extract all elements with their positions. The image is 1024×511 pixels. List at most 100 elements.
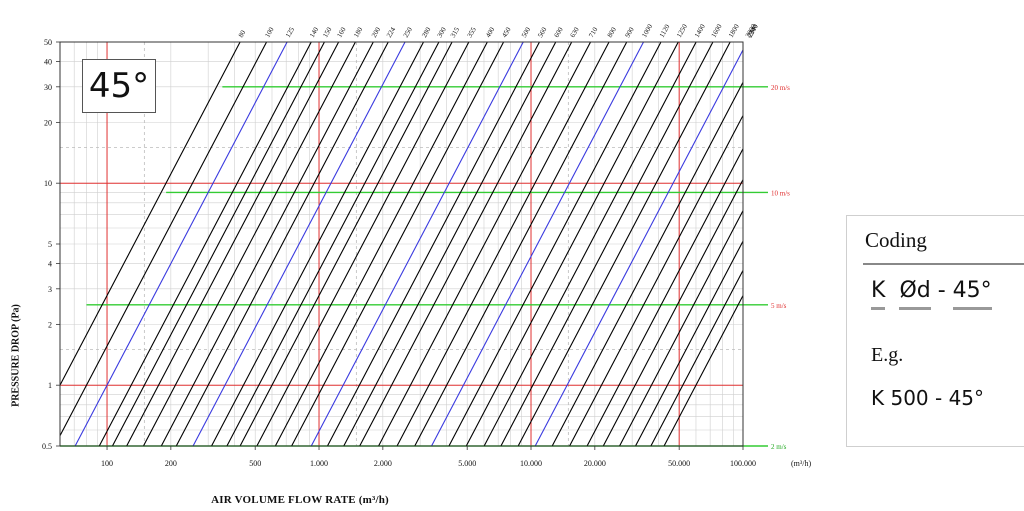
diameter-line <box>256 42 470 446</box>
diameter-line <box>414 42 628 446</box>
diameter-line <box>274 42 488 446</box>
coding-title: Coding <box>865 228 927 252</box>
diameter-label: 450 <box>500 25 512 39</box>
code-k: K <box>871 278 886 310</box>
diameter-label: 180 <box>352 25 364 39</box>
diameter-line <box>359 42 573 446</box>
diameter-line <box>483 42 697 446</box>
diameter-label: 900 <box>624 25 636 39</box>
y-tick-label: 0.5 <box>42 442 52 451</box>
diameter-label: 160 <box>335 25 347 39</box>
diameter-label: 560 <box>536 25 548 39</box>
coding-panel: Coding K Ød - 45° E.g. K 500 - 45° <box>846 215 1024 447</box>
diameter-line <box>650 269 743 446</box>
diameter-line <box>465 42 679 446</box>
x-unit-label: (m³/h) <box>791 459 812 468</box>
x-tick-label: 1.000 <box>310 459 328 468</box>
diameter-label: 1120 <box>658 23 672 39</box>
diameter-label: 710 <box>587 25 599 39</box>
y-tick-label: 5 <box>48 240 52 249</box>
diameter-line <box>60 42 268 437</box>
diameter-line <box>192 42 406 446</box>
diameter-label: 140 <box>308 25 320 39</box>
velocity-label: 2 m/s <box>771 443 787 451</box>
diameter-line <box>175 42 389 446</box>
y-tick-label: 1 <box>48 381 52 390</box>
code-angle: 45° <box>952 278 992 310</box>
y-tick-label: 2 <box>48 320 52 329</box>
diameter-line <box>635 239 743 446</box>
code-format: K Ød - 45° <box>871 278 992 310</box>
angle-label: 45° <box>82 59 156 113</box>
diameter-label: 400 <box>484 25 496 39</box>
x-axis-title: AIR VOLUME FLOW RATE (m³/h) <box>211 494 389 506</box>
diameter-line <box>211 42 425 446</box>
diameter-line <box>551 81 743 446</box>
diameter-line <box>291 42 505 446</box>
diameter-label: 1800 <box>727 22 741 39</box>
diameter-line <box>60 42 241 387</box>
x-tick-label: 100 <box>101 459 113 468</box>
y-axis-title: PRESSURE DROP (Pa) <box>10 304 22 407</box>
diameter-label: 1400 <box>693 22 707 39</box>
x-tick-label: 5.000 <box>458 459 476 468</box>
velocity-label: 20 m/s <box>771 84 790 92</box>
diameter-label: 150 <box>321 25 333 39</box>
diameter-line <box>343 42 557 446</box>
coding-divider <box>863 263 1024 265</box>
diameter-line <box>602 178 743 446</box>
diameter-label: 2500 <box>746 22 760 39</box>
diameter-label: 1250 <box>675 22 689 39</box>
example-label: E.g. <box>871 344 904 366</box>
x-tick-label: 20.000 <box>584 459 606 468</box>
diameter-line <box>569 114 743 446</box>
diameter-label: 500 <box>520 25 532 39</box>
x-tick-label: 500 <box>249 459 261 468</box>
x-tick-label: 10.000 <box>520 459 542 468</box>
diameter-line <box>378 42 592 446</box>
x-tick-label: 200 <box>165 459 177 468</box>
y-tick-label: 50 <box>44 38 52 47</box>
y-tick-label: 40 <box>44 58 52 67</box>
diameter-label: 80 <box>237 29 248 39</box>
diameter-line <box>226 42 440 446</box>
diameter-label: 315 <box>449 25 461 39</box>
diameter-line <box>310 42 524 446</box>
code-separator: - <box>937 278 946 303</box>
diameter-label: 600 <box>553 25 565 39</box>
diameter-label: 300 <box>436 25 448 39</box>
diameter-line <box>663 294 743 446</box>
diameter-line <box>396 42 610 446</box>
diameter-line <box>142 42 356 446</box>
diameter-label: 250 <box>402 25 414 39</box>
diameter-line <box>500 42 714 446</box>
velocity-label: 10 m/s <box>771 189 790 197</box>
diameter-label: 224 <box>385 25 397 39</box>
diameter-line <box>534 48 743 446</box>
diameter-line <box>431 42 645 446</box>
diameter-line <box>619 209 743 446</box>
diameter-line <box>74 42 288 446</box>
diameter-label: 630 <box>568 25 580 39</box>
y-tick-label: 30 <box>44 83 52 92</box>
diameter-label: 1600 <box>710 22 724 39</box>
diameter-line <box>126 42 340 446</box>
y-tick-label: 20 <box>44 118 52 127</box>
x-tick-label: 50.000 <box>668 459 690 468</box>
diameter-label: 800 <box>606 25 618 39</box>
diameter-label: 355 <box>466 25 478 39</box>
diameter-label: 1000 <box>640 22 654 39</box>
x-tick-label: 2.000 <box>374 459 392 468</box>
diameter-line <box>160 42 374 446</box>
y-tick-label: 3 <box>48 285 52 294</box>
diameter-label: 100 <box>263 25 275 39</box>
diameter-label: 280 <box>420 25 432 39</box>
x-tick-label: 100.000 <box>730 459 756 468</box>
y-tick-label: 10 <box>44 179 52 188</box>
diameter-line <box>586 147 743 446</box>
y-tick-label: 4 <box>48 260 52 269</box>
diameter-line <box>239 42 453 446</box>
example-value: K 500 - 45° <box>871 386 985 410</box>
diameter-line <box>517 42 731 446</box>
